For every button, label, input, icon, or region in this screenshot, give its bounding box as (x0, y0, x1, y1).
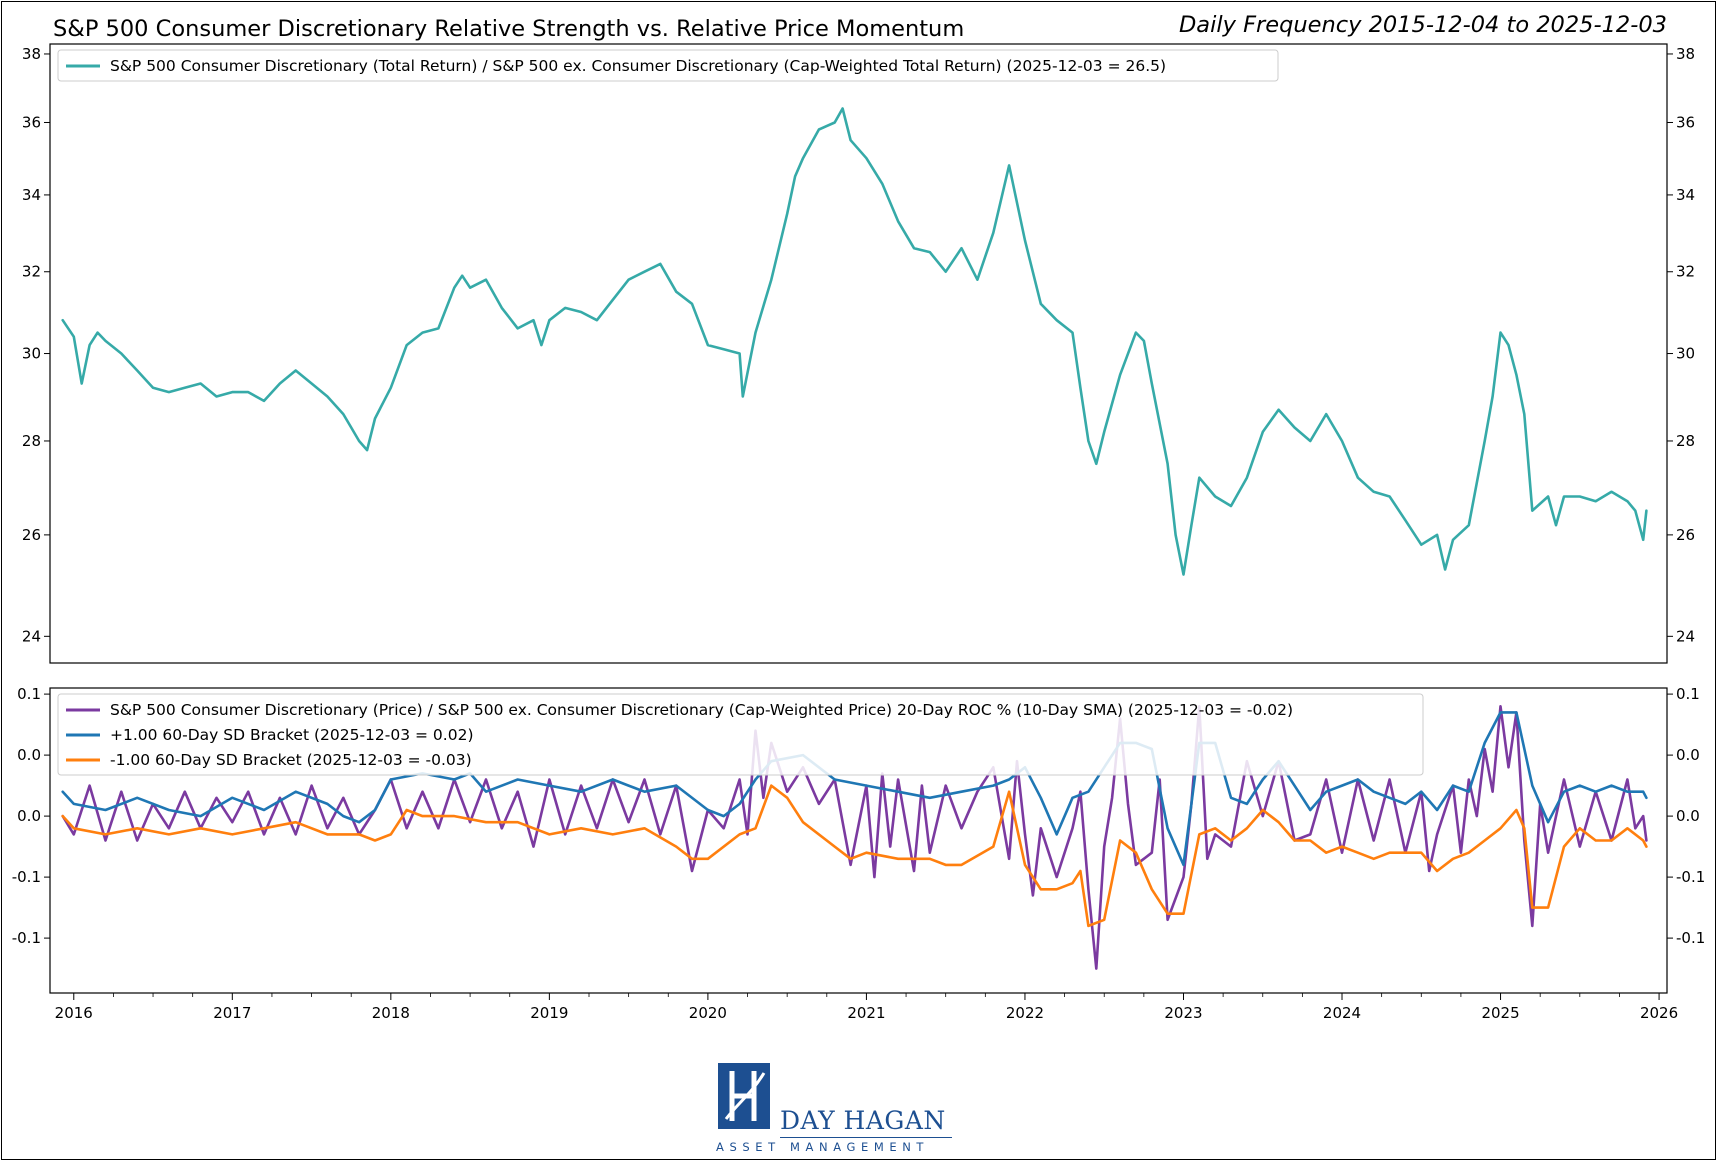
relative-strength-legend-box (57, 49, 1279, 82)
momentum-axes-frame (49, 687, 1668, 994)
momentum-ytick-label-left: 0.0 (17, 746, 41, 764)
momentum-xtick-label: 2025 (1481, 1004, 1519, 1022)
relative-strength-ytick-label-right: 36 (1676, 113, 1695, 131)
relative-strength-ytick-label-left: 30 (22, 345, 41, 363)
momentum-xtick-label: 2017 (213, 1004, 251, 1022)
relative-strength-ytick-label-left: 34 (22, 186, 41, 204)
momentum-legend: S&P 500 Consumer Discretionary (Price) /… (57, 693, 1424, 776)
relative-strength-ytick-label-left: 24 (22, 627, 41, 645)
relative-strength-ytick-label-left: 38 (22, 45, 41, 63)
logo-subtitle: ASSET MANAGEMENT (716, 1140, 930, 1154)
momentum-xtick-label: 2023 (1164, 1004, 1202, 1022)
relative-strength-ytick-label-left: 26 (22, 526, 41, 544)
momentum-ytick-label-left: 0.0 (17, 807, 41, 825)
day-hagan-logo: DAY HAGAN ASSET MANAGEMENT (716, 1062, 956, 1154)
momentum-xtick-label: 2024 (1323, 1004, 1361, 1022)
relative-strength-ytick-label-right: 28 (1676, 432, 1695, 450)
relative-strength-ytick-label-right: 32 (1676, 263, 1695, 281)
momentum-ytick-label-right: 0.1 (1676, 685, 1700, 703)
relative-strength-ytick-label-right: 24 (1676, 627, 1695, 645)
logo-name: DAY HAGAN (780, 1106, 946, 1135)
chart-title: S&P 500 Consumer Discretionary Relative … (53, 16, 965, 42)
momentum-series-2-line (61, 784, 1648, 928)
momentum-ytick-label-right: -0.1 (1676, 868, 1705, 886)
momentum-xtick-label: 2016 (55, 1004, 93, 1022)
chart-subtitle: Daily Frequency 2015-12-04 to 2025-12-03 (1178, 12, 1667, 38)
relative-strength-ytick-label-left: 28 (22, 432, 41, 450)
momentum-xtick-label: 2021 (847, 1004, 885, 1022)
relative-strength-axes-frame (49, 43, 1668, 664)
relative-strength-ytick-label-right: 26 (1676, 526, 1695, 544)
momentum-ytick-label-left: 0.1 (17, 685, 41, 703)
momentum-legend-label-1: +1.00 60-Day SD Bracket (2025-12-03 = 0.… (110, 726, 474, 744)
momentum-legend-label-2: -1.00 60-Day SD Bracket (2025-12-03 = -0… (110, 751, 472, 769)
logo-mark-icon (718, 1063, 770, 1129)
logo-divider (780, 1137, 952, 1138)
momentum-ytick-label-right: 0.0 (1676, 746, 1700, 764)
relative-strength-ytick-label-right: 38 (1676, 45, 1695, 63)
momentum-ytick-label-right: -0.1 (1676, 929, 1705, 947)
momentum-xtick-label: 2020 (689, 1004, 727, 1022)
momentum-xtick-label: 2026 (1640, 1004, 1678, 1022)
relative-strength-legend: S&P 500 Consumer Discretionary (Total Re… (57, 49, 1279, 82)
momentum-series-1-line (61, 711, 1648, 867)
momentum-legend-label-0: S&P 500 Consumer Discretionary (Price) /… (110, 701, 1293, 719)
momentum-xtick-label: 2019 (530, 1004, 568, 1022)
momentum-xtick-label: 2018 (372, 1004, 410, 1022)
momentum-legend-box (57, 693, 1424, 776)
relative-strength-legend-label-0: S&P 500 Consumer Discretionary (Total Re… (110, 57, 1166, 75)
relative-strength-ytick-label-right: 30 (1676, 345, 1695, 363)
relative-strength-ytick-label-left: 32 (22, 263, 41, 281)
momentum-ytick-label-left: -0.1 (12, 868, 41, 886)
momentum-ytick-label-right: 0.0 (1676, 807, 1700, 825)
relative-strength-series-0-line (61, 107, 1648, 576)
relative-strength-ytick-label-right: 34 (1676, 186, 1695, 204)
momentum-ytick-label-left: -0.1 (12, 929, 41, 947)
relative-strength-ytick-label-left: 36 (22, 113, 41, 131)
momentum-xtick-label: 2022 (1006, 1004, 1044, 1022)
